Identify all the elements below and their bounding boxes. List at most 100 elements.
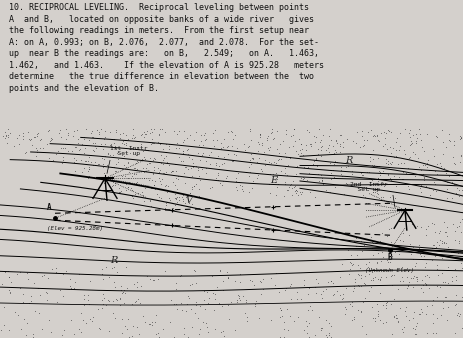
Point (117, 296, 124, 301)
Point (150, 278, 158, 283)
Point (147, 184, 154, 189)
Point (107, 141, 114, 147)
Text: (Elev = 925.28m): (Elev = 925.28m) (47, 226, 103, 231)
Point (102, 153, 109, 158)
Point (150, 183, 157, 188)
Point (218, 140, 225, 146)
Point (348, 260, 355, 265)
Point (429, 242, 437, 247)
Point (249, 179, 257, 184)
Point (125, 179, 132, 185)
Point (393, 316, 400, 321)
Point (155, 194, 162, 200)
Point (171, 162, 178, 167)
Point (331, 147, 338, 153)
Point (171, 182, 178, 187)
Point (445, 131, 452, 137)
Point (252, 298, 260, 304)
Point (33, 134, 41, 139)
Point (150, 277, 157, 283)
Point (342, 180, 350, 186)
Point (80, 135, 88, 140)
Point (168, 297, 175, 303)
Point (39, 145, 47, 151)
Point (44, 290, 51, 296)
Point (383, 299, 390, 305)
Point (306, 334, 313, 338)
Point (161, 184, 169, 189)
Point (230, 136, 237, 141)
Point (219, 182, 226, 187)
Point (357, 272, 365, 278)
Point (248, 138, 255, 143)
Point (128, 145, 135, 150)
Point (186, 190, 194, 196)
Point (181, 165, 188, 170)
Point (318, 177, 325, 183)
Point (133, 284, 141, 289)
Point (188, 281, 195, 287)
Point (45, 127, 53, 132)
Point (216, 180, 224, 186)
Point (0, 282, 6, 287)
Point (303, 323, 311, 329)
Point (0, 304, 8, 310)
Point (439, 306, 446, 311)
Point (36, 138, 44, 143)
Point (367, 159, 374, 164)
Point (192, 181, 200, 187)
Point (348, 169, 356, 174)
Point (416, 311, 423, 317)
Point (416, 252, 423, 257)
Point (45, 317, 52, 322)
Point (360, 300, 367, 305)
Point (298, 141, 305, 146)
Point (74, 136, 81, 141)
Point (298, 146, 305, 152)
Point (436, 242, 443, 247)
Point (376, 290, 384, 295)
Point (67, 283, 74, 289)
Text: A: A (47, 203, 52, 212)
Point (302, 142, 309, 147)
Point (417, 253, 424, 259)
Point (400, 325, 408, 330)
Point (386, 254, 393, 259)
Point (99, 164, 106, 169)
Point (112, 183, 119, 188)
Point (224, 143, 232, 148)
Point (105, 297, 112, 303)
Point (156, 142, 164, 147)
Point (187, 193, 194, 198)
Point (330, 174, 338, 179)
Point (449, 278, 456, 283)
Point (346, 260, 353, 265)
Point (148, 203, 155, 209)
Point (289, 143, 297, 149)
Point (128, 334, 135, 338)
Point (452, 292, 460, 297)
Point (62, 268, 69, 274)
Point (384, 258, 391, 263)
Point (246, 169, 254, 174)
Point (259, 286, 267, 292)
Point (341, 305, 349, 310)
Point (100, 136, 107, 141)
Point (269, 136, 276, 142)
Point (413, 276, 421, 281)
Point (355, 283, 362, 288)
Point (217, 329, 224, 334)
Point (282, 287, 289, 292)
Point (259, 277, 267, 282)
Point (325, 320, 332, 326)
Point (27, 298, 34, 304)
Point (442, 279, 449, 284)
Point (16, 142, 23, 147)
Point (180, 325, 188, 331)
Point (371, 318, 379, 323)
Point (387, 129, 394, 135)
Point (224, 151, 232, 156)
Point (414, 156, 422, 161)
Point (50, 158, 57, 163)
Point (134, 279, 141, 285)
